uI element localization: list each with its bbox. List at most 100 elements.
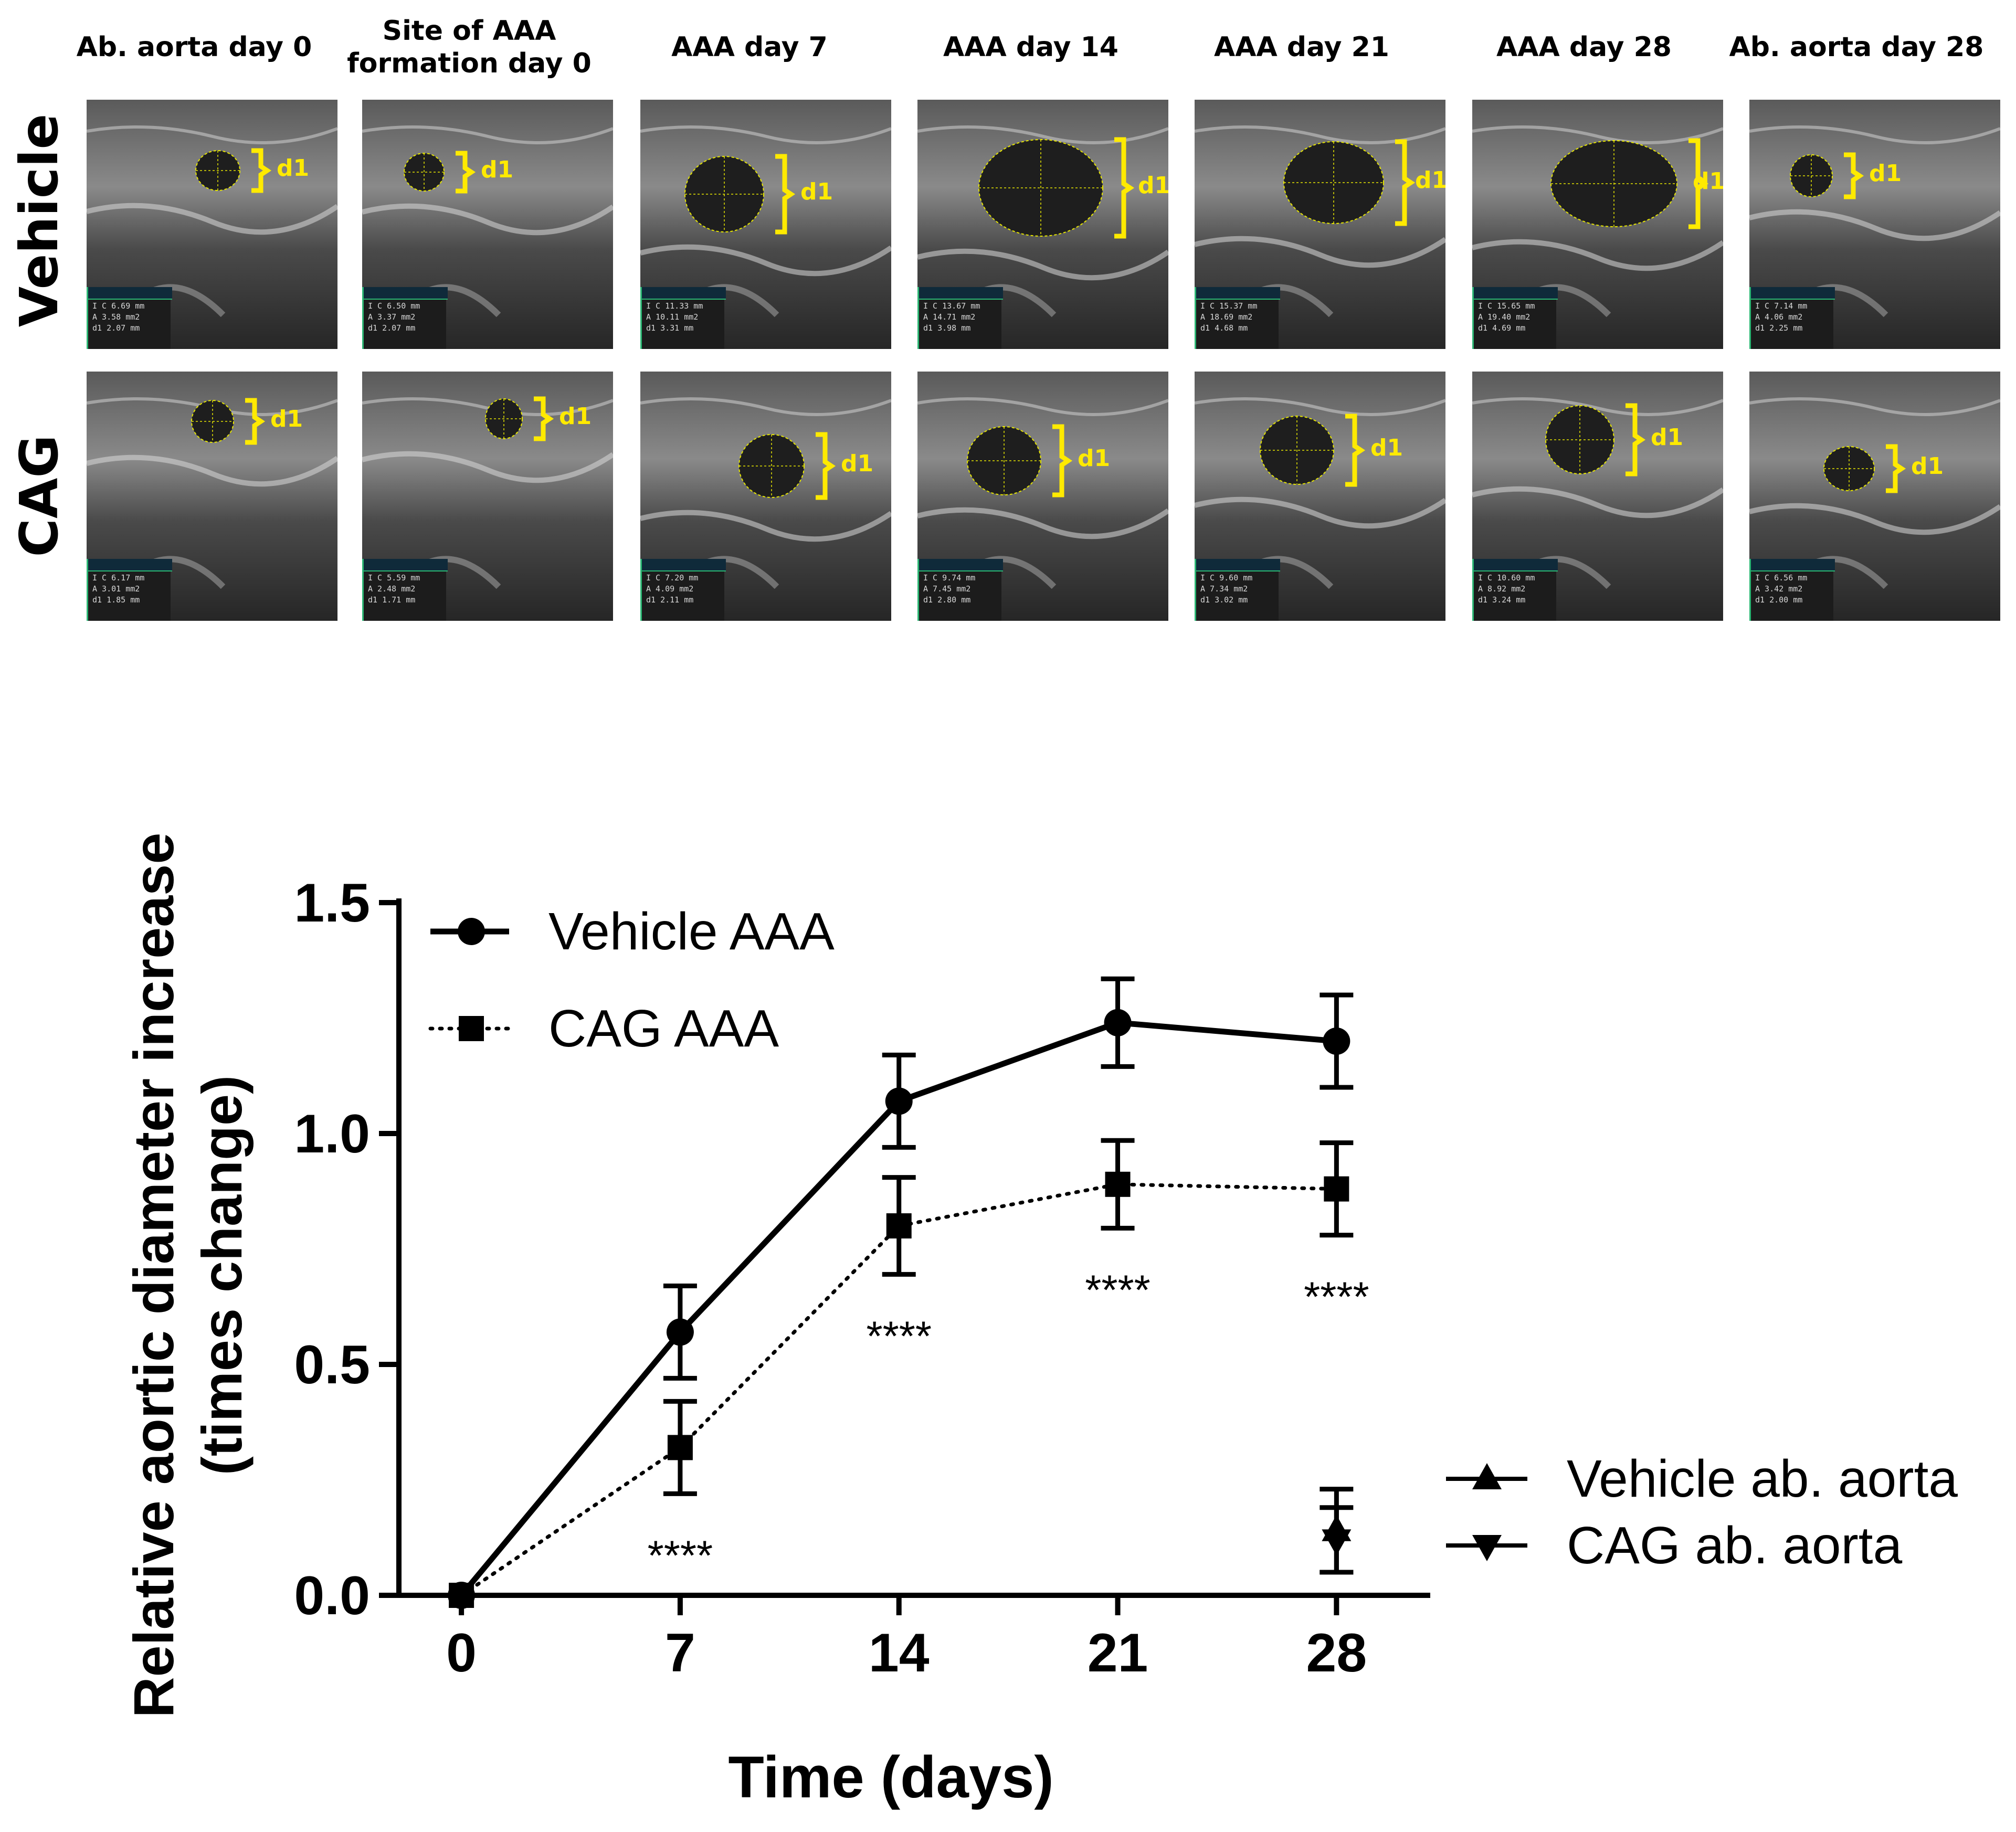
readout-line: A 7.34 mm2	[1200, 584, 1248, 594]
readout-line: I C 9.60 mm	[1200, 573, 1253, 583]
readout-line: I C 6.50 mm	[368, 301, 420, 311]
d1-label: d1	[1415, 167, 1445, 194]
readout-line: d1 3.02 mm	[1200, 595, 1248, 605]
ultrasound-image: d1 I C 6.50 mm A 3.37 mm2 d1 2.07 mm	[362, 100, 613, 349]
data-point	[1324, 1176, 1349, 1202]
readout-header-bar	[1751, 559, 1835, 571]
row-label: Vehicle	[8, 113, 70, 327]
ultrasound-image: d1 I C 15.65 mm A 19.40 mm2 d1 4.69 mm	[1472, 100, 1723, 349]
readout-line: d1 2.07 mm	[368, 323, 416, 333]
d1-label: d1	[1869, 160, 1902, 187]
readout-line: d1 2.00 mm	[1755, 595, 1803, 605]
x-tick-label: 7	[665, 1623, 695, 1683]
readout-line: A 3.42 mm2	[1755, 584, 1803, 594]
ultrasound-image: d1 I C 9.74 mm A 7.45 mm2 d1 2.80 mm	[917, 372, 1168, 621]
d1-label: d1	[1651, 424, 1684, 451]
x-tick-label: 28	[1306, 1623, 1367, 1683]
readout-line: d1 3.98 mm	[923, 323, 971, 333]
readout-header-bar	[1751, 287, 1835, 300]
y-axis-label-line: Relative aortic diameter increase	[122, 833, 185, 1718]
ultrasound-image: d1 I C 7.14 mm A 4.06 mm2 d1 2.25 mm	[1749, 100, 2000, 349]
ultrasound-image: d1 I C 6.56 mm A 3.42 mm2 d1 2.00 mm	[1749, 372, 2000, 621]
readout-line: A 2.48 mm2	[368, 584, 416, 594]
ultrasound-image: d1 I C 15.37 mm A 18.69 mm2 d1 4.68 mm	[1195, 100, 1445, 349]
line-chart: 0.0 0.5 1.0 1.5 0 7 14 21 28 Time (days) Relative …	[122, 833, 1958, 1810]
readout-line: A 3.37 mm2	[368, 312, 416, 322]
measurement-readout: I C 9.60 mm A 7.34 mm2 d1 3.02 mm	[1195, 559, 1280, 621]
readout-line: d1 3.24 mm	[1478, 595, 1526, 605]
column-header: Site of AAA formation day 0	[347, 15, 592, 79]
data-point	[1104, 1009, 1132, 1036]
ultrasound-texture	[87, 100, 337, 349]
significance-annotation: ****	[866, 1312, 932, 1359]
y-tick-label: 0.0	[294, 1565, 370, 1626]
ultrasound-texture	[1195, 100, 1445, 349]
readout-header-bar	[919, 559, 1003, 571]
ultrasound-image: d1 I C 9.60 mm A 7.34 mm2 d1 3.02 mm	[1195, 372, 1445, 621]
row-label: CAG	[8, 435, 70, 557]
ultrasound-texture	[87, 372, 337, 621]
data-point	[449, 1583, 474, 1608]
readout-line: I C 7.20 mm	[646, 573, 699, 583]
d1-label: d1	[1693, 168, 1723, 195]
measurement-readout: I C 11.33 mm A 10.11 mm2 d1 3.31 mm	[640, 287, 726, 349]
ultrasound-image: d1 I C 6.69 mm A 3.58 mm2 d1 2.07 mm	[87, 100, 337, 349]
d1-label: d1	[559, 403, 592, 430]
readout-line: I C 5.59 mm	[368, 573, 420, 583]
d1-label: d1	[1138, 172, 1168, 199]
y-tick-label: 1.5	[294, 873, 370, 934]
x-tick-label: 0	[446, 1623, 477, 1683]
readout-header-bar	[919, 287, 1003, 300]
d1-label: d1	[1911, 453, 1944, 480]
readout-line: A 8.92 mm2	[1478, 584, 1526, 594]
legend-label: Vehicle AAA	[548, 902, 835, 961]
measurement-readout: I C 7.20 mm A 4.09 mm2 d1 2.11 mm	[640, 559, 726, 621]
readout-line: I C 6.56 mm	[1755, 573, 1808, 583]
d1-label: d1	[481, 156, 514, 183]
x-tick-label: 14	[869, 1623, 930, 1683]
legend-label: CAG AAA	[548, 999, 779, 1058]
ultrasound-image: d1 I C 6.17 mm A 3.01 mm2 d1 1.85 mm	[87, 372, 337, 621]
legend-marker	[459, 1016, 484, 1041]
readout-line: A 4.06 mm2	[1755, 312, 1803, 322]
readout-header-bar	[642, 287, 726, 300]
readout-header-bar	[364, 287, 448, 300]
measurement-readout: I C 9.74 mm A 7.45 mm2 d1 2.80 mm	[917, 559, 1003, 621]
readout-line: d1 4.69 mm	[1478, 323, 1526, 333]
legend-label: Vehicle ab. aorta	[1567, 1449, 1958, 1508]
legend-marker	[458, 918, 485, 945]
d1-label: d1	[270, 406, 303, 432]
significance-annotation: ****	[648, 1532, 713, 1579]
column-header: Ab. aorta day 28	[1729, 31, 1984, 63]
legend-label: CAG ab. aorta	[1567, 1516, 1903, 1575]
readout-header-bar	[1196, 559, 1280, 571]
data-point	[1105, 1171, 1131, 1197]
measurement-readout: I C 13.67 mm A 14.71 mm2 d1 3.98 mm	[917, 287, 1003, 349]
readout-line: I C 10.60 mm	[1478, 573, 1535, 583]
readout-line: A 14.71 mm2	[923, 312, 976, 322]
readout-header-bar	[1474, 287, 1558, 300]
data-point	[667, 1435, 693, 1460]
measurement-readout: I C 6.17 mm A 3.01 mm2 d1 1.85 mm	[87, 559, 172, 621]
d1-label: d1	[277, 155, 310, 182]
y-tick-label: 1.0	[294, 1104, 370, 1164]
column-header: AAA day 28	[1496, 31, 1672, 63]
y-tick-label: 0.5	[294, 1335, 370, 1395]
readout-line: d1 2.11 mm	[646, 595, 694, 605]
readout-line: d1 3.31 mm	[646, 323, 694, 333]
y-axis-label: Relative aortic diameter increase (times …	[122, 833, 254, 1718]
readout-line: A 3.58 mm2	[92, 312, 140, 322]
column-header: AAA day 14	[943, 31, 1118, 63]
readout-line: d1 1.71 mm	[368, 595, 416, 605]
measurement-readout: I C 6.56 mm A 3.42 mm2 d1 2.00 mm	[1749, 559, 1835, 621]
measurement-readout: I C 5.59 mm A 2.48 mm2 d1 1.71 mm	[362, 559, 448, 621]
significance-annotation: ****	[1085, 1266, 1151, 1313]
series-4	[1320, 1505, 1354, 1575]
data-point	[1323, 1028, 1350, 1055]
readout-line: d1 1.85 mm	[92, 595, 140, 605]
measurement-readout: I C 15.65 mm A 19.40 mm2 d1 4.69 mm	[1472, 287, 1558, 349]
column-header: Ab. aorta day 0	[76, 31, 312, 63]
readout-line: A 19.40 mm2	[1478, 312, 1531, 322]
measurement-readout: I C 10.60 mm A 8.92 mm2 d1 3.24 mm	[1472, 559, 1558, 621]
